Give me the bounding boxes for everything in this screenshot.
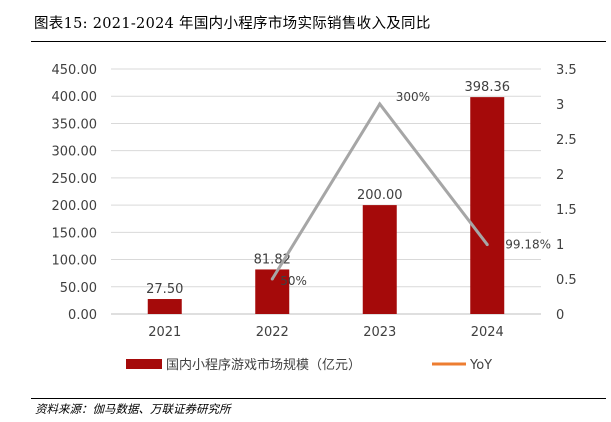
- figure-title: 图表15: 2021-2024 年国内小程序市场实际销售收入及同比: [34, 16, 431, 32]
- y2-tick-label: 3.5: [556, 63, 577, 78]
- bar: [147, 299, 182, 314]
- source-note: 资料来源：伽马数据、万联证券研究所: [35, 402, 231, 416]
- y-tick-label: 350.00: [52, 117, 98, 132]
- y-tick-label: 200.00: [52, 199, 98, 214]
- x-tick-label: 2023: [363, 325, 396, 340]
- y-tick-label: 300.00: [52, 145, 98, 160]
- yoy-point: [270, 277, 274, 281]
- y2-tick-label: 1: [556, 238, 564, 253]
- bar: [362, 205, 397, 314]
- y-tick-label: 250.00: [52, 172, 98, 187]
- yoy-point: [378, 102, 382, 106]
- title-bar: 图表15: 2021-2024 年国内小程序市场实际销售收入及同比: [0, 0, 611, 40]
- bar-data-label: 27.50: [146, 282, 183, 297]
- x-tick-label: 2021: [148, 325, 181, 340]
- y2-tick-label: 0: [556, 308, 564, 323]
- y-tick-label: 450.00: [52, 63, 98, 78]
- y-tick-label: 0.00: [68, 308, 97, 323]
- y-tick-label: 100.00: [52, 254, 98, 269]
- bar-data-label: 398.36: [465, 80, 511, 95]
- yoy-data-label: 99.18%: [505, 238, 551, 252]
- x-tick-label: 2022: [256, 325, 289, 340]
- y-tick-label: 150.00: [52, 226, 98, 241]
- yoy-data-label: 50%: [280, 274, 307, 288]
- yoy-data-label: 300%: [396, 90, 430, 104]
- top-rule: [31, 41, 606, 42]
- legend-label-bars: 国内小程序游戏市场规模（亿元）: [166, 357, 361, 373]
- y2-tick-label: 1.5: [556, 203, 577, 218]
- y2-tick-label: 2: [556, 168, 564, 183]
- legend-swatch-bars: [126, 359, 162, 369]
- yoy-point: [485, 243, 489, 247]
- legend-label-yoy: YoY: [469, 358, 492, 373]
- bar: [470, 97, 505, 314]
- y2-tick-label: 2.5: [556, 133, 577, 148]
- bottom-rule: [31, 398, 606, 399]
- y2-tick-label: 0.5: [556, 273, 577, 288]
- combo-chart: 0.00 50.00 100.00 150.00 200.00 250.00 300.00 3…: [52, 63, 577, 373]
- x-tick-label: 2024: [471, 325, 504, 340]
- y-tick-label: 50.00: [60, 281, 97, 296]
- y-tick-label: 400.00: [52, 90, 98, 105]
- bar-data-label: 200.00: [357, 188, 403, 203]
- y2-tick-label: 3: [556, 98, 564, 113]
